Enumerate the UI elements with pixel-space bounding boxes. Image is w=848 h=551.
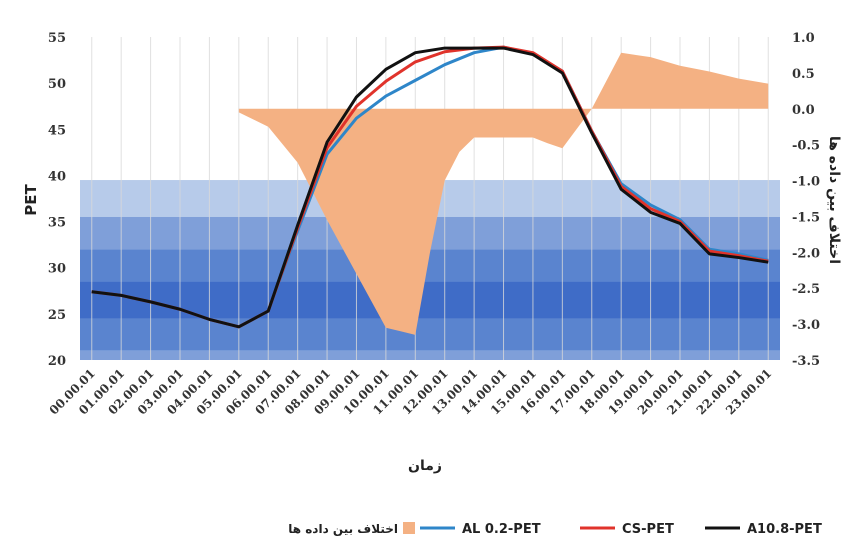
- y-tick-7: 55: [48, 31, 66, 46]
- y2-tick-6: -0.5: [792, 139, 820, 154]
- y2-tick-2: -2.5: [792, 282, 820, 297]
- y-tick-4: 40: [48, 169, 66, 184]
- difference-area: [238, 52, 769, 335]
- y-axis-title: PET: [22, 184, 40, 216]
- comfort-band-5: [80, 318, 780, 351]
- y2-axis-title: اختلاف بین داده ها: [826, 136, 842, 264]
- x-axis-title: زمان: [408, 458, 442, 474]
- y2-tick-3: -2.0: [792, 246, 820, 261]
- legend-swatch-difference: [403, 522, 415, 534]
- y2-tick-0: -3.5: [792, 354, 820, 369]
- comfort-band-4: [80, 281, 780, 319]
- pet-series-lines: [91, 45, 769, 329]
- y-tick-6: 50: [48, 77, 66, 92]
- difference-area-shape: [238, 52, 769, 335]
- y2-tick-9: 1.0: [792, 31, 815, 46]
- y-tick-0: 20: [48, 354, 66, 369]
- y-tick-5: 45: [48, 123, 66, 138]
- legend-label-cs: CS-PET: [622, 522, 674, 537]
- series-line-2: [91, 46, 769, 329]
- legend: اختلاف بین داده ها AL 0.2-PET CS-PET A10…: [288, 522, 822, 537]
- comfort-band-6: [80, 350, 780, 360]
- y-tick-2: 30: [48, 262, 66, 277]
- vertical-gridlines: [91, 37, 769, 360]
- legend-label-al: AL 0.2-PET: [462, 522, 541, 537]
- y-tick-1: 25: [48, 308, 66, 323]
- y2-tick-5: -1.0: [792, 175, 820, 190]
- y2-tick-7: 0.0: [792, 103, 815, 118]
- legend-label-a10: A10.8-PET: [747, 522, 822, 537]
- y2-tick-8: 0.5: [792, 67, 815, 82]
- comfort-band-3: [80, 249, 780, 282]
- y-tick-3: 35: [48, 216, 66, 231]
- right-axis-ticks: -3.5 -3.0 -2.5 -2.0 -1.5 -1.0 -0.5 0.0 0.5 1.0: [792, 31, 820, 369]
- y2-tick-1: -3.0: [792, 318, 820, 333]
- legend-label-difference: اختلاف بین داده ها: [288, 522, 398, 536]
- left-axis-ticks: 20 25 30 35 40 45 50 55: [48, 31, 66, 369]
- y2-tick-4: -1.5: [792, 210, 820, 225]
